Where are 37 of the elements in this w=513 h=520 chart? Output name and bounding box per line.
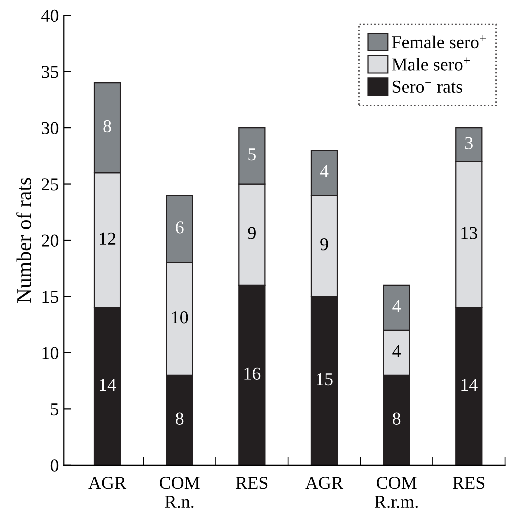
data-label: 14 [462, 379, 478, 392]
legend-label: Female sero$^{+}$ [392, 35, 486, 49]
data-label: 9 [248, 227, 256, 240]
x-tick-label: RES [453, 477, 485, 490]
y-tick-label: 0 [50, 460, 59, 472]
x-tick-label: AGR [306, 477, 344, 490]
y-tick-label: 30 [42, 122, 59, 134]
data-label: 16 [244, 368, 261, 380]
data-label: 15 [317, 373, 333, 386]
legend-label: Sero$^{−}$ rats [392, 80, 462, 94]
data-label: 8 [176, 412, 184, 425]
data-label: 4 [392, 345, 402, 358]
x-tick-label: RES [236, 477, 268, 490]
y-tick-label: 40 [42, 10, 59, 22]
y-tick-label: 20 [42, 234, 59, 247]
data-label: 8 [392, 412, 401, 425]
y-tick-label: 15 [42, 291, 59, 304]
data-label: 6 [176, 222, 184, 234]
x-tick-label: COM R.r.m. [375, 477, 418, 508]
x-tick-label: AGR [88, 477, 127, 490]
y-tick-label: 35 [42, 66, 59, 78]
data-label: 10 [172, 312, 188, 324]
data-label: 9 [320, 238, 328, 251]
data-label: 12 [100, 232, 116, 245]
legend-label: Male sero$^{+}$ [392, 58, 470, 71]
data-label: 3 [465, 137, 473, 150]
y-axis-title: Number of rats [16, 178, 32, 303]
x-tick-label: COM R.n. [160, 477, 200, 508]
data-label: 4 [320, 165, 329, 178]
data-label: 4 [392, 300, 402, 312]
data-label: 13 [462, 227, 478, 240]
y-tick-label: 25 [42, 178, 59, 191]
data-label: 8 [104, 120, 112, 133]
data-label: 14 [100, 379, 116, 392]
y-tick-label: 10 [42, 347, 59, 360]
data-label: 5 [248, 148, 256, 161]
y-tick-label: 5 [51, 404, 59, 416]
